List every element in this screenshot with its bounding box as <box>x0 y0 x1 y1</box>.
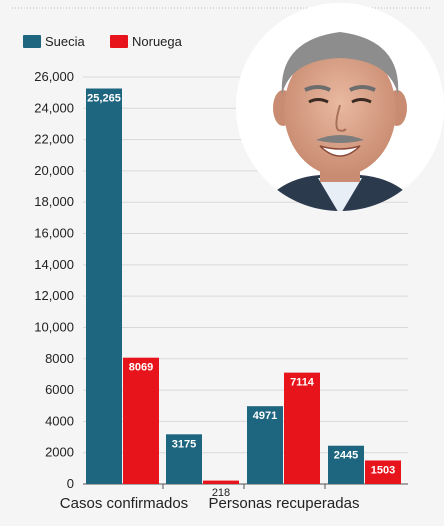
legend-label-suecia: Suecia <box>45 34 86 49</box>
data-label: 8069 <box>129 362 153 374</box>
data-label: 218 <box>212 487 230 499</box>
bar-noruega <box>123 357 159 484</box>
y-tick-label: 12,000 <box>34 288 74 303</box>
category-label: Personas recuperadas <box>209 495 360 512</box>
bar-suecia <box>328 445 364 484</box>
category-label: Casos confirmados <box>60 495 188 512</box>
bar-noruega <box>365 460 401 484</box>
y-tick-label: 4000 <box>45 413 74 428</box>
data-label: 7114 <box>290 377 315 389</box>
y-axis-ticks: 0 2000 4000 6000 8000 10,000 12,000 14,000 16,00… <box>34 69 74 491</box>
y-tick-label: 26,000 <box>34 69 74 84</box>
y-tick-label: 24,000 <box>34 100 74 115</box>
data-label: 1503 <box>371 464 395 476</box>
y-tick-label: 2000 <box>45 445 74 460</box>
y-tick-label: 20,000 <box>34 163 74 178</box>
bar-suecia <box>166 434 202 484</box>
y-tick-label: 8000 <box>45 351 74 366</box>
bar-suecia <box>247 406 283 484</box>
bar-noruega <box>203 480 239 484</box>
y-tick-label: 22,000 <box>34 132 74 147</box>
data-label: 4971 <box>253 410 277 422</box>
legend-label-noruega: Noruega <box>132 34 183 49</box>
legend-swatch-noruega <box>110 35 128 48</box>
data-label: 3175 <box>172 438 196 450</box>
y-tick-label: 14,000 <box>34 257 74 272</box>
y-tick-label: 0 <box>67 476 74 491</box>
y-tick-label: 18,000 <box>34 194 74 209</box>
y-tick-label: 10,000 <box>34 319 74 334</box>
legend: Suecia Noruega <box>23 34 183 49</box>
portrait-image <box>236 3 444 211</box>
bars <box>86 88 401 484</box>
data-label: 25,265 <box>87 93 121 105</box>
y-tick-label: 16,000 <box>34 226 74 241</box>
value-labels: 25,265 3175 4971 2445 8069 218 7114 1503 <box>87 93 395 499</box>
bar-suecia <box>86 88 122 484</box>
legend-swatch-suecia <box>23 35 41 48</box>
x-axis-labels: Casos confirmados Personas recuperadas <box>60 495 360 512</box>
data-label: 2445 <box>334 450 358 462</box>
y-tick-label: 6000 <box>45 382 74 397</box>
bar-noruega <box>284 372 320 484</box>
